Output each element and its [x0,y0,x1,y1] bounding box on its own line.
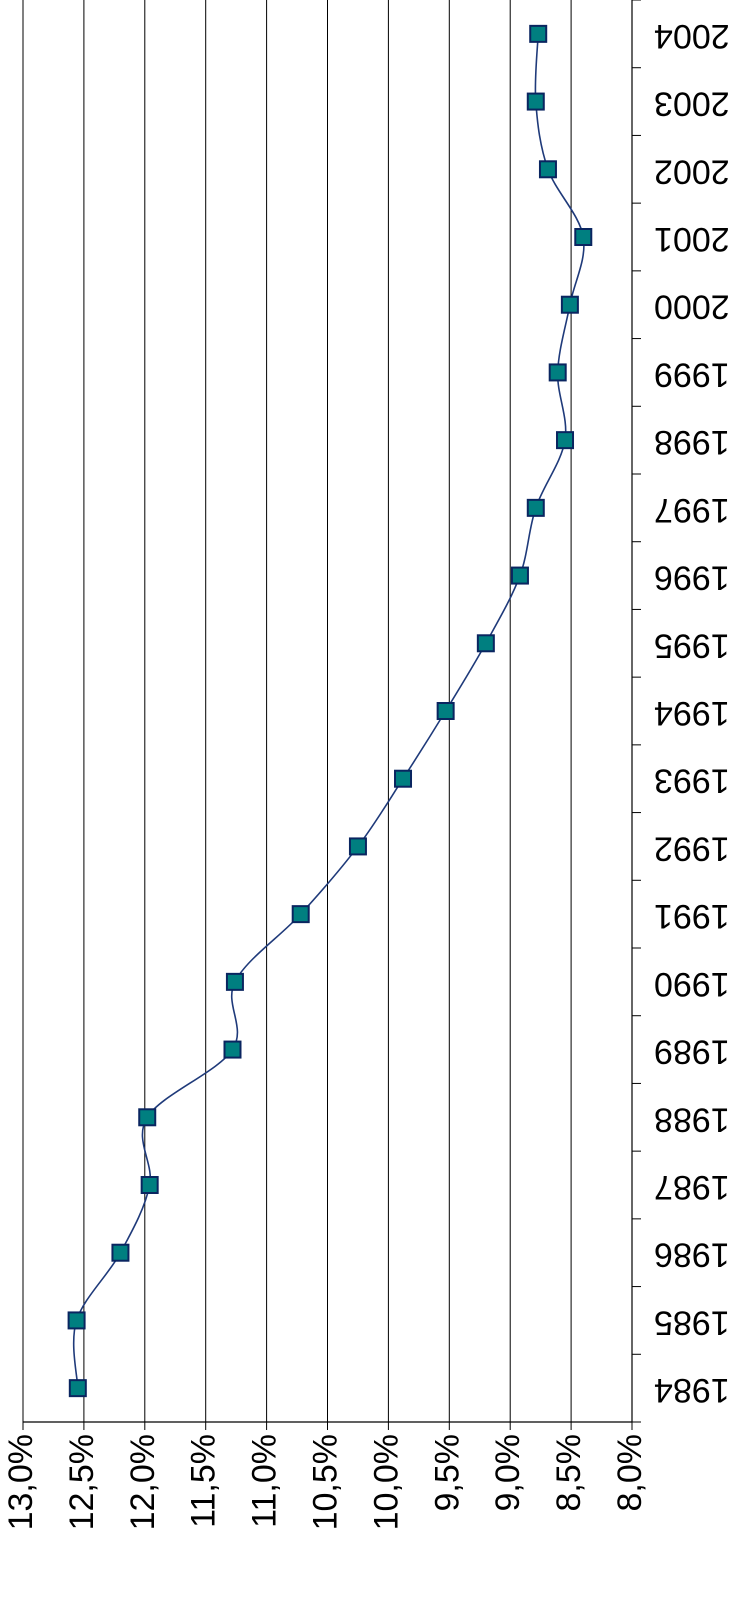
data-point-marker [529,24,548,43]
category-tick-label: 1989 [654,1033,730,1071]
value-tick-label: 8,5% [550,1434,588,1512]
data-point-marker [560,295,579,314]
data-point-marker [111,1243,130,1262]
gridlines [22,0,633,1422]
data-point-marker [291,905,310,924]
category-tick-label: 1996 [654,559,730,597]
category-tick-label: 1999 [654,355,730,393]
data-point-marker [225,972,244,991]
category-tick-label: 1998 [654,423,730,461]
value-tick-label: 12,5% [63,1434,101,1530]
category-tick-label: 1986 [654,1236,730,1274]
category-tick-label: 1994 [654,694,730,732]
value-tick-label: 13,0% [2,1434,40,1530]
data-point-marker [510,566,529,585]
category-tick-label: 2003 [654,85,730,123]
value-tick-label: 9,0% [489,1434,527,1512]
data-point-marker [348,837,367,856]
category-tick-label: 2004 [654,17,730,55]
category-tick-label: 1987 [654,1168,730,1206]
category-tick-label: 1991 [654,897,730,935]
data-point-marker [526,498,545,517]
data-point-marker [476,634,495,653]
category-tick-label: 2002 [654,152,730,190]
category-tick-label: 1997 [654,491,730,529]
category-tick-label: 1995 [654,626,730,664]
category-tick-label: 1993 [654,762,730,800]
data-point-marker [574,228,593,246]
category-tick-label: 2001 [654,220,730,258]
data-point-marker [526,92,545,111]
data-point-marker [140,1176,159,1194]
data-series [67,24,593,1398]
series-line [72,33,585,1389]
value-tick-label: 12,0% [124,1434,162,1530]
data-point-marker [556,431,575,450]
category-tick-label: 1985 [654,1303,730,1341]
value-tick-label: 9,5% [428,1434,466,1512]
data-point-marker [68,1379,87,1398]
axes [22,0,641,1430]
value-tick-label: 10,5% [306,1434,344,1530]
category-tick-label: 1988 [654,1100,730,1138]
data-point-marker [394,769,413,788]
data-point-marker [223,1040,242,1059]
data-point-marker [548,363,567,382]
value-tick-label: 11,5% [185,1434,223,1528]
value-tick-label: 8,0% [611,1434,649,1512]
value-tick-label: 10,0% [367,1434,405,1530]
tick-labels: 1984 1985 1986 1987 1988 1989 1990 1991 1992 1993… [2,17,730,1531]
data-point-marker [138,1108,157,1127]
value-tick-label: 11,0% [246,1434,284,1528]
data-point-marker [67,1311,86,1330]
category-tick-label: 1990 [654,965,730,1003]
data-point-marker [538,160,557,179]
data-point-marker [436,702,455,720]
category-tick-label: 1992 [654,829,730,867]
category-tick-label: 1984 [654,1371,730,1409]
category-tick-label: 2000 [654,288,730,326]
